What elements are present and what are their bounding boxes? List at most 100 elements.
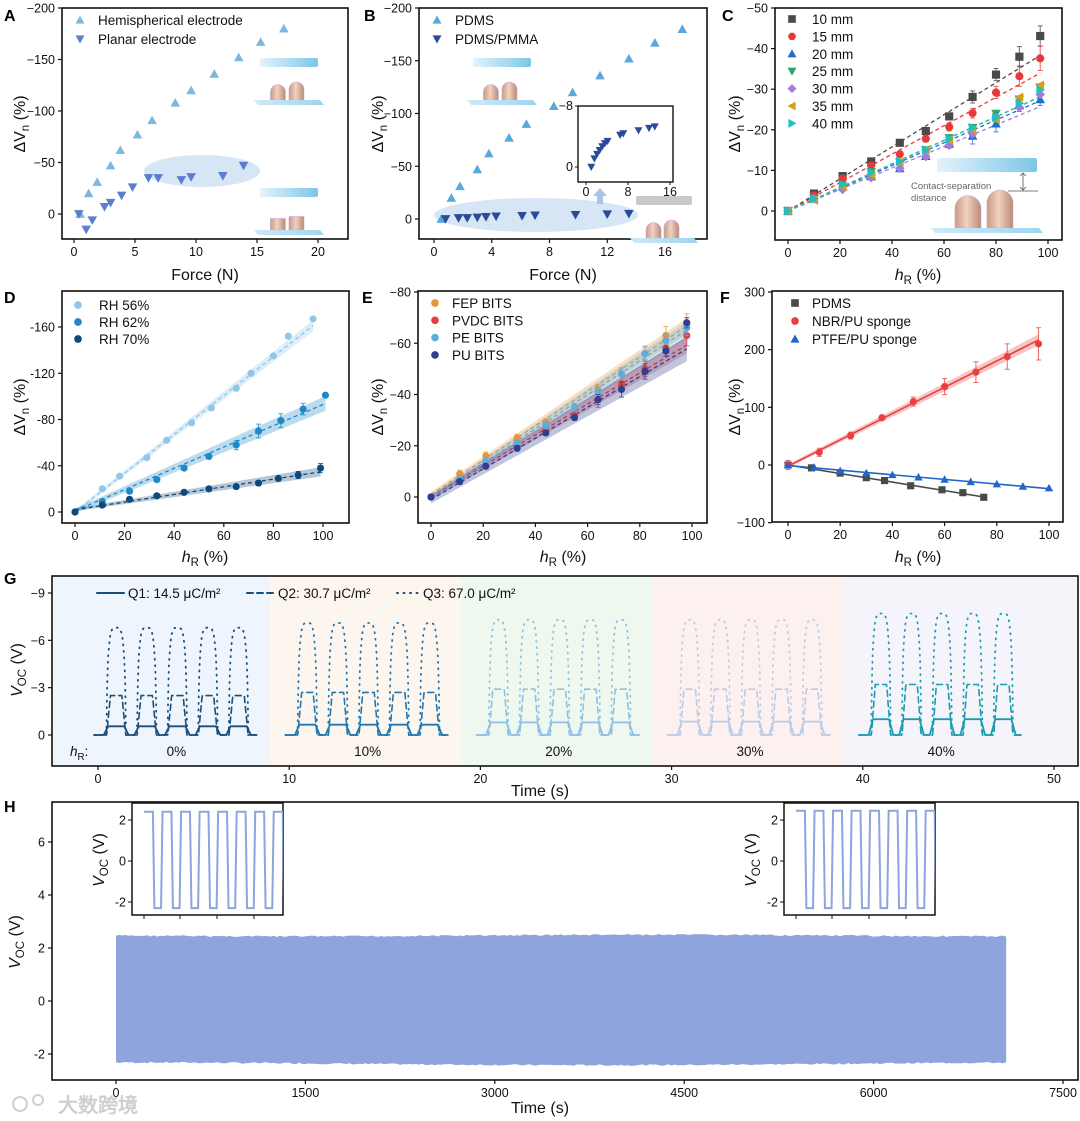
data-point xyxy=(1003,353,1011,361)
x-tick-label: 0 xyxy=(95,772,102,786)
data-point xyxy=(472,164,483,174)
y-tick-label: −50 xyxy=(747,2,768,16)
x-tick-label: 20 xyxy=(118,529,132,543)
x-tick-label: 60 xyxy=(937,246,951,260)
waveform-group xyxy=(666,618,831,736)
data-point xyxy=(513,444,521,452)
legend-item: PDMS/PMMA xyxy=(432,32,538,47)
data-point xyxy=(482,452,490,460)
panel-label: D xyxy=(4,290,16,307)
y-axis-label: ΔVn (%) xyxy=(370,378,390,435)
data-point xyxy=(617,370,626,378)
plot-area xyxy=(783,25,1045,216)
y-axis-label: ΔVn (%) xyxy=(12,378,32,435)
data-point xyxy=(914,472,923,481)
y-tick-label: 200 xyxy=(744,343,765,357)
legend-label: 25 mm xyxy=(812,64,853,79)
data-point xyxy=(232,384,240,392)
inset-frame xyxy=(577,105,674,183)
legend: FEP BITS PVDC BITS PE BITS PU BITS xyxy=(431,296,523,363)
data-point xyxy=(862,468,871,477)
data-point xyxy=(968,109,977,118)
legend-item: NBR/PU sponge xyxy=(791,314,911,329)
data-point xyxy=(105,198,116,208)
y-tick-label: −200 xyxy=(384,2,412,16)
data-point xyxy=(299,405,307,413)
legend-item: RH 56% xyxy=(74,298,149,313)
q2-trace xyxy=(284,691,449,736)
q3-trace xyxy=(666,618,831,736)
data-point xyxy=(945,133,954,144)
legend-item: PVDC BITS xyxy=(431,313,523,328)
x-tick-label: 100 xyxy=(682,529,703,543)
data-point xyxy=(542,421,550,429)
plot-frame xyxy=(51,801,1079,1081)
inset-y-tick-label: 0 xyxy=(771,855,778,869)
base-plate xyxy=(467,100,537,105)
data-point xyxy=(784,206,793,216)
y-tick-label: −20 xyxy=(390,439,411,453)
y-tick-label: -160 xyxy=(30,321,55,335)
data-point xyxy=(279,23,289,33)
legend-marker xyxy=(432,15,442,24)
panel-A: 0 5 10 15 20 0 −50 −100 −150 −200 A Force (N) ΔVn (%… xyxy=(4,2,349,284)
legend: Q1: 14.5 μC/m² Q2: 30.7 μC/m² Q3: 67.0 μC/… xyxy=(96,586,516,601)
confidence-band xyxy=(75,396,326,514)
y-tick-label: -40 xyxy=(37,459,55,473)
hemispherical-electrode xyxy=(483,84,499,101)
data-point xyxy=(269,352,277,360)
x-tick-label: 20 xyxy=(833,528,847,542)
inset-chart: 0 8 16 0 −8 xyxy=(559,99,677,199)
data-point xyxy=(867,167,876,178)
data-point xyxy=(147,115,157,125)
x-tick-label: 60 xyxy=(217,529,231,543)
q3-trace xyxy=(93,626,258,736)
data-point xyxy=(815,448,823,456)
legend: PDMS PDMS/PMMA xyxy=(432,13,538,47)
data-point xyxy=(218,172,228,181)
plot-area xyxy=(74,23,289,235)
legend-label: PVDC BITS xyxy=(452,313,523,328)
data-point xyxy=(207,404,215,412)
data-point xyxy=(683,319,691,327)
data-point xyxy=(462,214,473,223)
inset-voltage-trace xyxy=(796,809,935,910)
y-tick-label: −50 xyxy=(391,160,412,174)
legend-item: 30 mm xyxy=(787,82,853,97)
panel-C: 0 20 40 60 80 100 0 −10 −20 −30 −40 −50 ChR (%) ΔVn (… xyxy=(722,2,1063,287)
inset-data-point xyxy=(634,127,643,135)
hr-label: hR: xyxy=(70,744,88,763)
data-point xyxy=(570,403,579,411)
data-point xyxy=(255,37,266,46)
data-point xyxy=(116,472,124,480)
data-point xyxy=(980,493,988,501)
plot-frame xyxy=(771,290,1064,523)
data-point xyxy=(783,460,793,469)
x-tick-label: 16 xyxy=(658,245,672,259)
humidity-label: 40% xyxy=(928,744,955,759)
data-point xyxy=(274,474,282,483)
x-axis-label: Time (s) xyxy=(511,783,569,800)
y-tick-label: 300 xyxy=(744,286,765,300)
legend-label: 10 mm xyxy=(812,12,853,27)
data-point xyxy=(517,211,527,221)
legend-label: 20 mm xyxy=(812,47,853,62)
legend-item: PE BITS xyxy=(431,331,504,346)
data-point xyxy=(1015,72,1024,81)
y-tick-label: −6 xyxy=(31,634,45,648)
legend-item: 10 mm xyxy=(788,12,853,27)
data-point xyxy=(992,479,1001,488)
y-axis-label: ΔVn (%) xyxy=(727,95,747,152)
x-tick-label: 0 xyxy=(785,528,792,542)
data-point xyxy=(878,414,886,422)
data-point xyxy=(862,474,870,482)
watermark-logo: 大数跨境 xyxy=(58,1093,138,1117)
data-point xyxy=(209,69,220,78)
data-point xyxy=(116,191,127,201)
inset-data-point xyxy=(587,163,596,171)
legend-label: PE BITS xyxy=(452,331,504,346)
data-point xyxy=(838,174,847,183)
data-point xyxy=(170,97,181,107)
confidence-band xyxy=(431,336,687,504)
y-tick-label: 0 xyxy=(404,491,411,505)
